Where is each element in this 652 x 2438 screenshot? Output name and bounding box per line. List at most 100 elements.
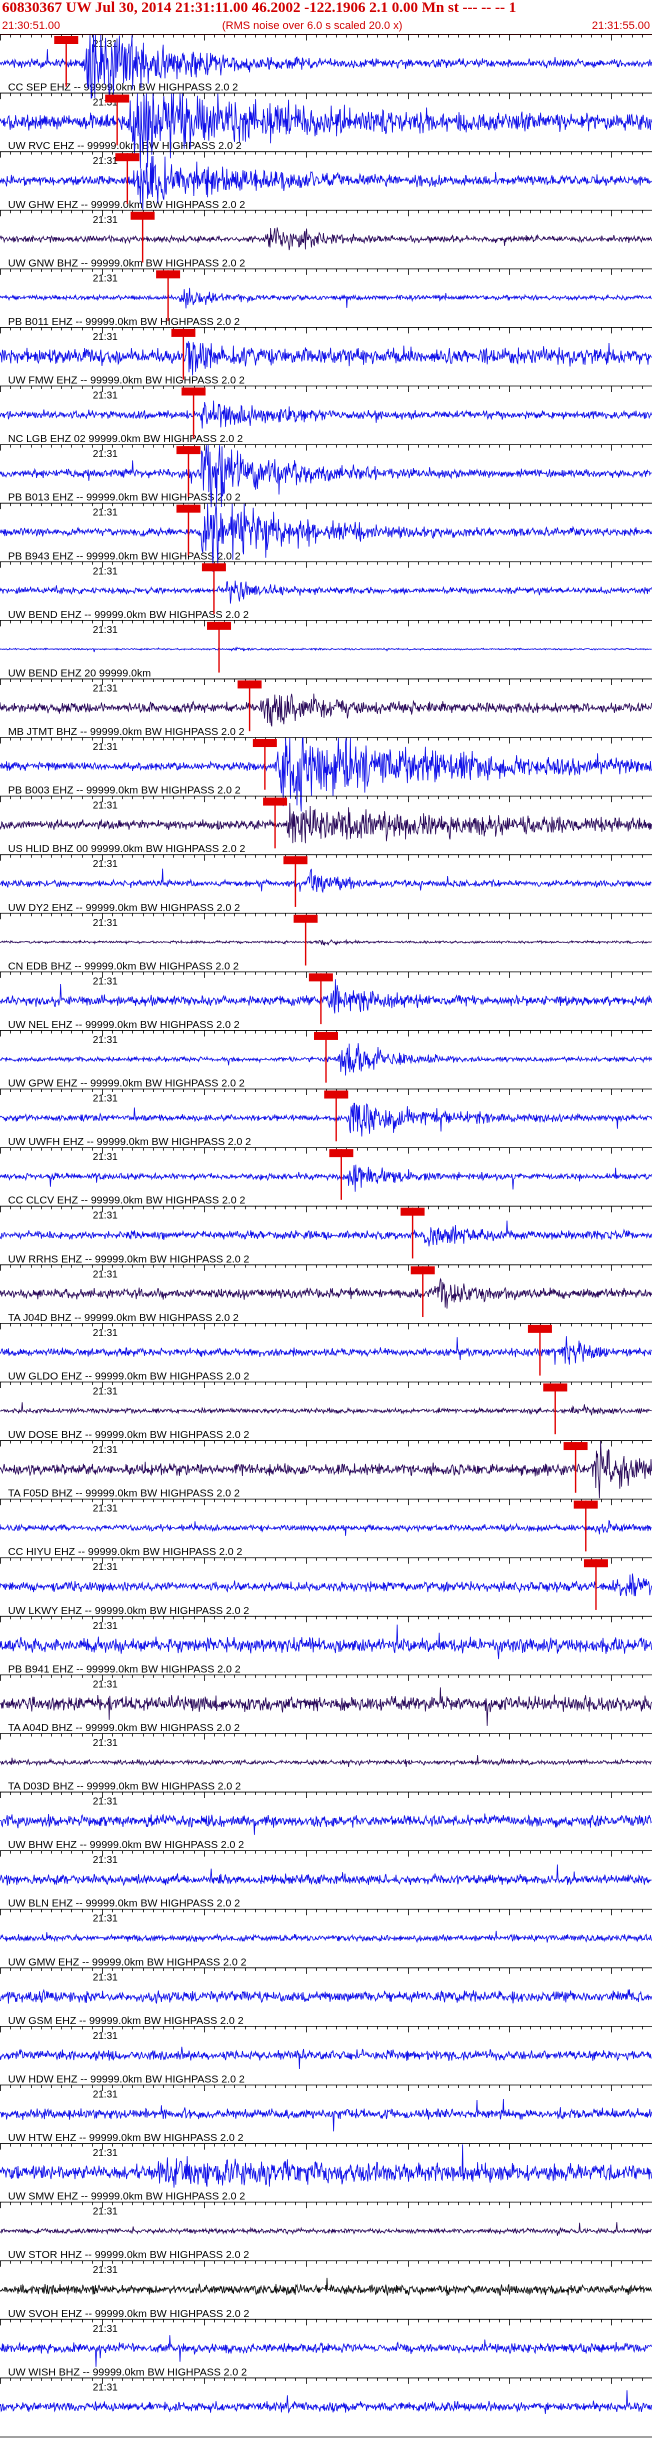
station-label: CC CLCV EHZ -- 99999.0km BW HIGHPASS 2.0… xyxy=(8,1195,245,1207)
station-label: UW GSM EHZ -- 99999.0km BW HIGHPASS 2.0 … xyxy=(8,2015,244,2027)
seismic-trace xyxy=(0,34,652,99)
pick-marker xyxy=(527,1324,552,1333)
seismic-trace xyxy=(0,737,652,812)
station-label: UW GLDO EHZ -- 99999.0km BW HIGHPASS 2.0… xyxy=(8,1370,250,1382)
pick-marker xyxy=(237,680,262,689)
minute-label: 21:31 xyxy=(93,156,118,167)
trace-row: 21:31 UW GNW BHZ -- 99999.0km BW HIGHPASS… xyxy=(0,209,652,269)
minute-label: 21:31 xyxy=(93,2089,118,2100)
pick-marker xyxy=(156,270,181,279)
seismic-trace xyxy=(0,2390,652,2414)
minute-label: 21:31 xyxy=(93,1094,118,1105)
minute-label: 21:31 xyxy=(93,2324,118,2335)
station-label: CC SEP EHZ -- 99999.0km BW HIGHPASS 2.0 … xyxy=(8,82,238,94)
minute-label: 21:31 xyxy=(93,391,118,402)
pick-marker xyxy=(207,621,232,630)
trace-row: 21:31 UW BEND EHZ -- 99999.0km BW HIGHPAS… xyxy=(0,561,652,621)
station-label: CC HIYU EHZ -- 99999.0km BW HIGHPASS 2.0… xyxy=(8,1546,243,1558)
event-header: 60830367 UW Jul 30, 2014 21:31:11.00 46.… xyxy=(0,0,652,35)
trace-row: 21:31 NC LGB EHZ 02 99999.0km BW HIGHPASS… xyxy=(0,385,652,445)
trace-row: 21:31 UW RVC EHZ -- 99999.0km BW HIGHPASS… xyxy=(0,92,652,169)
seismic-trace xyxy=(0,1164,652,1192)
minute-label: 21:31 xyxy=(93,1562,118,1573)
trace-row: 21:31 TA A04D BHZ -- 99999.0km BW HIGHPAS… xyxy=(0,1674,652,1734)
trace-row: 21:31 UW SMW EHZ -- 99999.0km BW HIGHPASS… xyxy=(0,2143,652,2203)
trace-row: 21:31 UW FMW EHZ -- 99999.0km BW HIGHPASS… xyxy=(0,327,652,387)
start-time: 21:30:51.00 xyxy=(2,20,61,32)
seismogram-plot: 21:31 CC SEP EHZ -- 99999.0km BW HIGHPASS… xyxy=(0,34,652,2438)
pick-marker xyxy=(573,1500,598,1509)
trace-row: 21:31 PB B943 EHZ -- 99999.0km BW HIGHPAS… xyxy=(0,502,652,572)
pick-marker xyxy=(201,563,226,572)
seismic-trace xyxy=(0,580,652,604)
seismic-trace xyxy=(0,1624,652,1660)
seismic-trace xyxy=(0,2144,652,2188)
pick-marker xyxy=(543,1383,568,1392)
minute-label: 21:31 xyxy=(93,1972,118,1983)
minute-label: 21:31 xyxy=(93,1386,118,1397)
minute-label: 21:31 xyxy=(93,1328,118,1339)
seismic-trace xyxy=(0,1988,652,2005)
seismic-trace xyxy=(0,341,652,376)
minute-label: 21:31 xyxy=(93,2382,118,2393)
pick-marker xyxy=(293,914,318,923)
trace-row: 21:31 UW GMW EHZ -- 99999.0km BW HIGHPASS… xyxy=(0,1908,652,1968)
station-label: UW GNW BHZ -- 99999.0km BW HIGHPASS 2.0 … xyxy=(8,257,245,269)
station-label: UW HDW EHZ -- 99999.0km BW HIGHPASS 2.0 … xyxy=(8,2073,245,2085)
trace-row: 21:31 UW STOR HHZ -- 99999.0km BW HIGHPAS… xyxy=(0,2201,652,2261)
seismic-trace xyxy=(0,1573,652,1597)
station-label: MB JTMT BHZ -- 99999.0km BW HIGHPASS 2.0… xyxy=(8,726,245,738)
station-label: UW SVOH EHZ -- 99999.0km BW HIGHPASS 2.0… xyxy=(8,2308,250,2320)
station-label: UW SMW EHZ -- 99999.0km BW HIGHPASS 2.0 … xyxy=(8,2191,245,2203)
minute-label: 21:31 xyxy=(93,98,118,109)
pick-marker xyxy=(400,1207,425,1216)
trace-row: 21:31 PB B003 EHZ -- 99999.0km BW HIGHPAS… xyxy=(0,737,652,812)
minute-label: 21:31 xyxy=(93,508,118,519)
station-label: NC LGB EHZ 02 99999.0km BW HIGHPASS 2.0 … xyxy=(8,433,243,445)
seismic-trace xyxy=(0,1277,652,1309)
station-label: UW HTW EHZ -- 99999.0km BW HIGHPASS 2.0 … xyxy=(8,2132,244,2144)
minute-label: 21:31 xyxy=(93,1504,118,1515)
trace-row: 21:31 xyxy=(0,2377,652,2414)
station-label: CN EDB BHZ -- 99999.0km BW HIGHPASS 2.0 … xyxy=(8,960,239,972)
pick-marker xyxy=(308,973,333,982)
trace-row: 21:31 CN EDB BHZ -- 99999.0km BW HIGHPASS… xyxy=(0,912,652,972)
minute-label: 21:31 xyxy=(93,859,118,870)
minute-label: 21:31 xyxy=(93,1738,118,1749)
pick-marker xyxy=(563,1442,588,1451)
trace-row: 21:31 UW HDW EHZ -- 99999.0km BW HIGHPASS… xyxy=(0,2026,652,2085)
station-label: TA A04D BHZ -- 99999.0km BW HIGHPASS 2.0… xyxy=(8,1722,240,1734)
station-label: UW STOR HHZ -- 99999.0km BW HIGHPASS 2.0… xyxy=(8,2249,249,2261)
seismic-trace xyxy=(0,1336,652,1365)
pick-marker xyxy=(252,739,277,748)
seismic-trace xyxy=(0,287,652,309)
seismic-trace xyxy=(0,1440,652,1499)
pick-marker xyxy=(583,1559,608,1568)
seismic-trace xyxy=(0,868,652,894)
trace-row: 21:31 UW BEND EHZ 20 99999.0km xyxy=(0,619,652,679)
seismic-trace xyxy=(0,400,652,429)
seismic-trace xyxy=(0,802,652,844)
minute-label: 21:31 xyxy=(93,449,118,460)
trace-row: 21:31 PB B941 EHZ -- 99999.0km BW HIGHPAS… xyxy=(0,1615,652,1675)
station-label: UW BEND EHZ 20 99999.0km xyxy=(8,667,151,679)
station-label: UW UWFH EHZ -- 99999.0km BW HIGHPASS 2.0… xyxy=(8,1136,251,1148)
trace-row: 21:31 CC CLCV EHZ -- 99999.0km BW HIGHPAS… xyxy=(0,1147,652,1207)
minute-label: 21:31 xyxy=(93,215,118,226)
seismic-trace xyxy=(0,2277,652,2297)
seismic-trace xyxy=(0,1930,652,1944)
trace-row: 21:31 UW BLN EHZ -- 99999.0km BW HIGHPASS… xyxy=(0,1850,652,1910)
seismic-trace xyxy=(0,2222,652,2236)
pick-marker xyxy=(176,446,201,455)
trace-row: 21:31 UW BHW EHZ -- 99999.0km BW HIGHPASS… xyxy=(0,1791,652,1851)
station-label: UW LKWY EHZ -- 99999.0km BW HIGHPASS 2.0… xyxy=(8,1605,249,1617)
station-label: UW RRHS EHZ -- 99999.0km BW HIGHPASS 2.0… xyxy=(8,1253,250,1265)
station-label: PB B011 EHZ -- 99999.0km BW HIGHPASS 2.0… xyxy=(8,316,240,328)
minute-label: 21:31 xyxy=(93,273,118,284)
minute-label: 21:31 xyxy=(93,683,118,694)
trace-row: 21:31 UW HTW EHZ -- 99999.0km BW HIGHPASS… xyxy=(0,2084,652,2144)
minute-label: 21:31 xyxy=(93,2148,118,2159)
event-title: 60830367 UW Jul 30, 2014 21:31:11.00 46.… xyxy=(2,0,517,16)
station-label: UW GMW EHZ -- 99999.0km BW HIGHPASS 2.0 … xyxy=(8,1956,247,1968)
minute-label: 21:31 xyxy=(93,918,118,929)
